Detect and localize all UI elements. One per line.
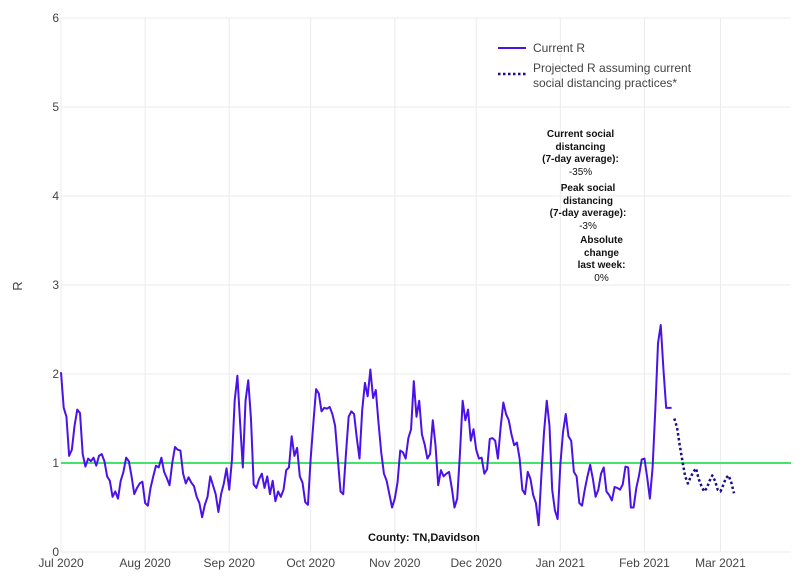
y-tick-label: 2 xyxy=(52,367,59,381)
legend-label-line: Projected R assuming current xyxy=(533,61,692,75)
annotation-value: -3% xyxy=(579,220,597,232)
y-axis-title: R xyxy=(10,281,25,290)
county-label: County: TN,Davidson xyxy=(368,532,480,544)
x-tick-label: Feb 2021 xyxy=(619,556,670,570)
x-tick-label: Dec 2020 xyxy=(451,556,503,570)
y-tick-label: 4 xyxy=(52,189,59,203)
x-tick-label: Nov 2020 xyxy=(369,556,421,570)
y-tick-label: 5 xyxy=(52,100,59,114)
annotation-title-line: (7-day average): xyxy=(549,208,627,219)
legend-item-projected-r[interactable]: Projected R assuming current social dista… xyxy=(498,61,692,90)
y-tick-label: 6 xyxy=(52,11,59,25)
annotation-title-line: Peak social distancing xyxy=(560,183,616,207)
annotation-current-distancing: Current social distancing (7-day average… xyxy=(517,126,644,178)
series-line-projected-r xyxy=(673,418,736,494)
annotation-peak-distancing: Peak social distancing (7-day average): … xyxy=(531,180,645,232)
y-tick-label: 3 xyxy=(52,278,59,292)
annotation-absolute-change: Absolute change last week: 0% xyxy=(558,232,645,284)
legend-label-line: social distancing practices* xyxy=(533,76,677,90)
y-tick-label: 1 xyxy=(52,456,59,470)
annotation-title-line: (7-day average): xyxy=(542,154,619,165)
x-tick-label: Jul 2020 xyxy=(38,556,84,570)
legend: Current R Projected R assuming current so… xyxy=(498,41,692,90)
y-tick-label: 0 xyxy=(52,545,59,559)
x-tick-label: Mar 2021 xyxy=(695,556,746,570)
y-tick-labels: 0 1 2 3 4 5 6 xyxy=(52,11,59,559)
x-tick-label: Sep 2020 xyxy=(204,556,256,570)
annotation-title-line: Current social distancing xyxy=(546,129,615,153)
annotation-title-line: Absolute change xyxy=(580,235,623,259)
x-tick-label: Oct 2020 xyxy=(286,556,335,570)
x-tick-label: Aug 2020 xyxy=(119,556,171,570)
x-tick-labels: Jul 2020 Aug 2020 Sep 2020 Oct 2020 Nov 2020… xyxy=(38,556,746,570)
annotation-value: 0% xyxy=(594,272,609,284)
legend-label-current-r: Current R xyxy=(533,41,585,55)
annotation-value: -35% xyxy=(568,166,593,178)
annotation-title-line: last week: xyxy=(577,260,626,271)
series-layer xyxy=(60,324,736,527)
legend-item-current-r[interactable]: Current R xyxy=(498,41,585,55)
x-tick-label: Jan 2021 xyxy=(536,556,586,570)
series-line-current-r xyxy=(60,324,672,527)
legend-label-projected-r: Projected R assuming current social dista… xyxy=(533,61,692,90)
